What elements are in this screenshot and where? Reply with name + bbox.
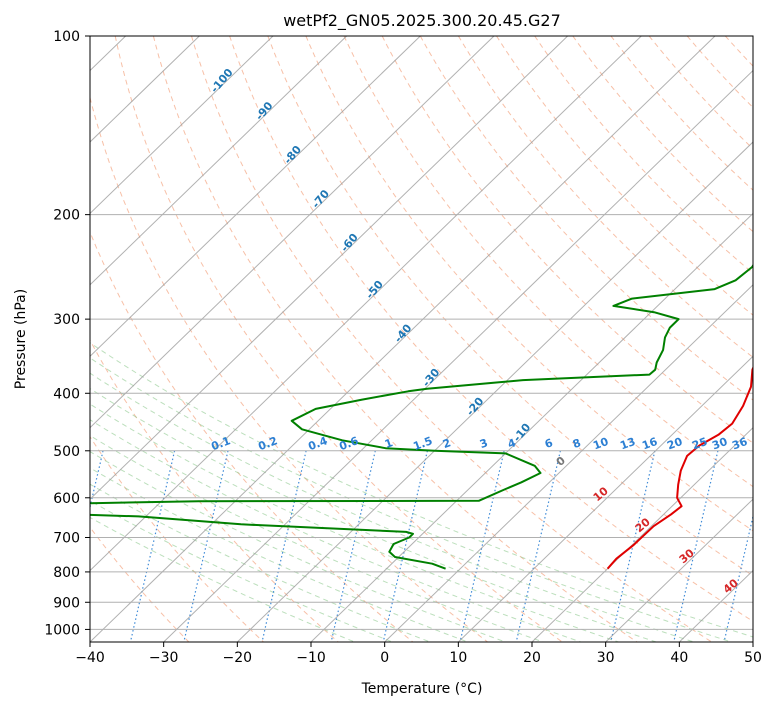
- mixing-ratio-line: [382, 450, 428, 642]
- mixing-ratio-label: 2: [441, 436, 453, 451]
- mixing-ratio-line: [515, 450, 561, 642]
- mixing-ratio-label: 10: [591, 435, 610, 453]
- isotherm-line: [752, 641, 753, 642]
- x-tick-label: 10: [449, 650, 467, 666]
- dewpoint-profile-line: [90, 263, 753, 570]
- dry-adiabat: [572, 36, 753, 233]
- y-tick-label: 200: [53, 208, 80, 224]
- isotherm-line: [605, 498, 753, 642]
- mixing-ratio-line: [723, 513, 753, 642]
- y-tick-label: 800: [53, 565, 80, 581]
- isotherm-line: [90, 36, 421, 357]
- mixing-ratio-label: 0.1: [209, 434, 232, 453]
- mixing-ratio-label: 0.2: [256, 434, 279, 453]
- y-axis: 100 200 300 400 500 600 700 800 900 1000: [44, 29, 90, 638]
- plot-frame: [89, 35, 754, 643]
- moist-adiabat: [90, 500, 393, 642]
- dry-adiabat: [534, 36, 753, 274]
- mixing-ratio-line: [610, 450, 656, 642]
- x-tick-label: 0: [380, 650, 389, 666]
- x-axis-label: Temperature (°C): [361, 681, 483, 697]
- x-tick-label: 50: [744, 650, 762, 666]
- dry-adiabat: [343, 36, 753, 488]
- mixing-ratio-label: 1.5: [411, 434, 434, 453]
- isotherm-line: [384, 284, 753, 642]
- temperature-profile-line: [606, 365, 753, 570]
- x-tick-label: −40: [75, 650, 105, 666]
- isotherm-line: [163, 69, 753, 642]
- x-tick-label: −30: [149, 650, 179, 666]
- mixing-ratio-label: 36: [730, 435, 749, 453]
- dry-adiabat: [305, 36, 753, 532]
- dry-adiabat: [229, 36, 753, 622]
- mixing-ratio-line: [673, 450, 719, 642]
- mixing-ratio-label: 0.6: [337, 434, 360, 453]
- moist-adiabat: [90, 419, 581, 642]
- mixing-ratio-label: 8: [571, 436, 583, 451]
- x-axis: −40 −30 −20 −10 0 10 20 30 40 50: [75, 642, 762, 666]
- mixing-ratio-label: 1: [383, 436, 395, 451]
- dry-adiabat: [90, 95, 488, 642]
- mixing-ratio-line: [261, 450, 307, 642]
- x-tick-label: −20: [223, 650, 253, 666]
- y-tick-label: 500: [53, 444, 80, 460]
- dry-adiabat: [90, 230, 414, 642]
- x-tick-label: 20: [523, 650, 541, 666]
- plot-background: [90, 36, 753, 642]
- mixing-ratio-line: [90, 450, 104, 510]
- y-tick-label: 300: [53, 312, 80, 328]
- isotherm-line: [90, 36, 200, 143]
- isotherm-line: [90, 36, 495, 429]
- y-tick-label: 600: [53, 491, 80, 507]
- y-tick-label: 700: [53, 531, 80, 547]
- x-tick-label: −10: [296, 650, 326, 666]
- mixing-ratio-line: [129, 450, 176, 642]
- dry-adiabat: [764, 36, 775, 642]
- isotherm-line: [90, 36, 348, 286]
- mixing-ratio-label: 6: [543, 436, 555, 451]
- dry-adiabat: [457, 36, 753, 358]
- mixing-ratio-label: 16: [640, 435, 659, 453]
- isotherm-line: [531, 427, 753, 642]
- isotherm-line: [90, 36, 716, 642]
- dry-adiabat: [191, 36, 712, 642]
- moist-adiabat: [90, 387, 657, 642]
- moist-adiabat: [90, 483, 431, 642]
- x-tick-label: 30: [597, 650, 615, 666]
- series-layer: [90, 263, 753, 570]
- mixing-ratio-label: 25: [690, 435, 709, 452]
- dry-adiabat: [648, 36, 753, 150]
- isotherm-line: [236, 141, 753, 642]
- mixing-ratio-label: 0.4: [306, 434, 329, 453]
- mixing-ratio-line: [11, 451, 55, 642]
- y-axis-label: Pressure (hPa): [13, 289, 29, 389]
- isotherm-line: [90, 36, 642, 572]
- isotherm-line: [310, 212, 753, 642]
- moist-adiabat: [90, 342, 753, 638]
- dry-adiabat: [114, 36, 563, 642]
- dry-adiabat: [419, 36, 753, 401]
- mixing-ratio-label: 3: [478, 436, 490, 451]
- x-tick-label: 40: [670, 650, 688, 666]
- mixing-ratio-line: [183, 450, 229, 642]
- isotherm-line: [90, 36, 274, 215]
- y-tick-label: 900: [53, 595, 80, 611]
- background-lines: [11, 36, 775, 642]
- isotherm-line: [90, 36, 569, 500]
- y-tick-label: 1000: [44, 622, 80, 638]
- mixing-ratio-line: [330, 450, 376, 642]
- dry-adiabat: [267, 36, 753, 577]
- mixing-ratio-label: 20: [665, 435, 684, 453]
- mixing-ratio-label: 30: [710, 435, 729, 453]
- moist-adiabat: [90, 451, 506, 642]
- isotherm-line: [457, 355, 753, 642]
- moist-adiabat: [90, 357, 732, 642]
- dry-adiabat: [152, 36, 638, 642]
- chart-title: wetPf2_GN05.2025.300.20.45.G27: [283, 11, 561, 31]
- y-tick-label: 400: [53, 386, 80, 402]
- mixing-ratio-label: 13: [618, 435, 637, 452]
- y-tick-label: 100: [53, 29, 80, 45]
- mixing-ratio-label: 4: [506, 436, 518, 451]
